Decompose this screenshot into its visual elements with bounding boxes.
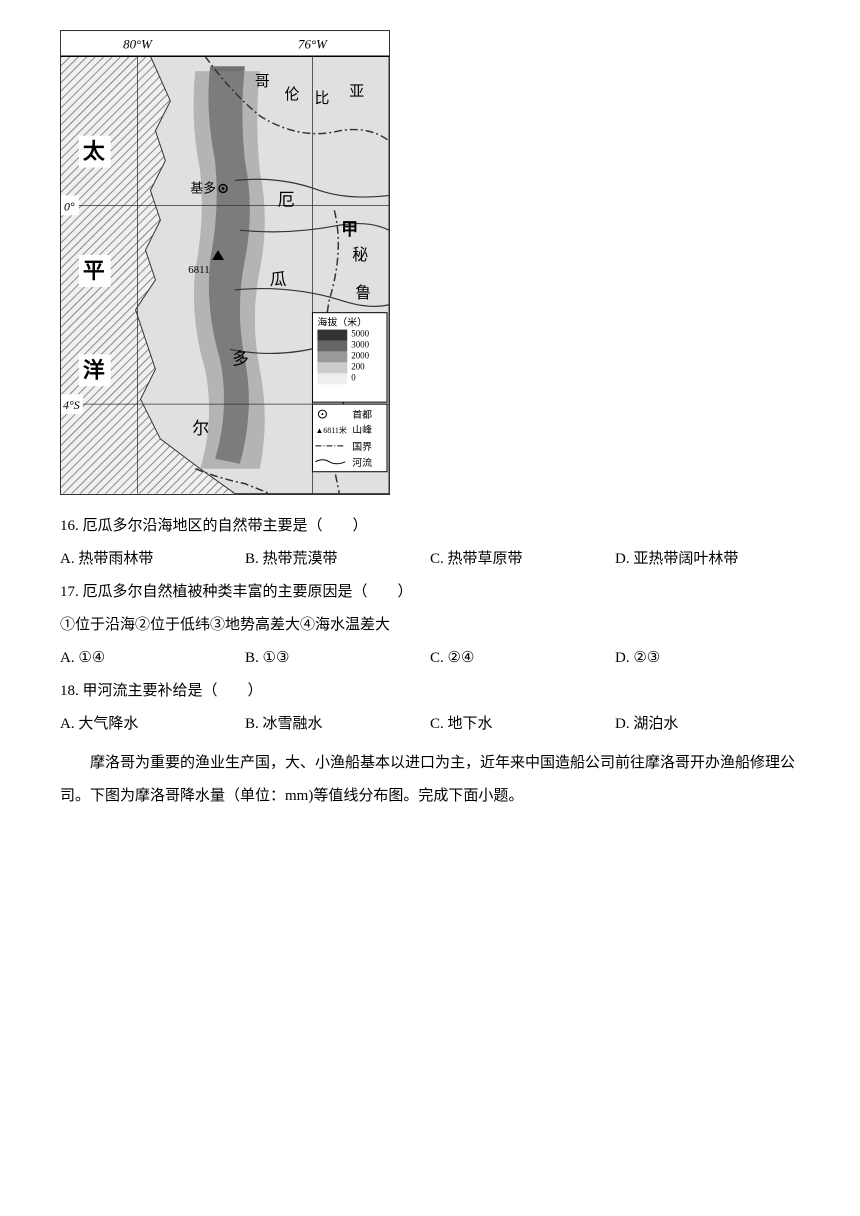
q16-option-d: D. 亚热带阔叶林带 (615, 543, 800, 576)
peak-label: 6811 (188, 264, 209, 276)
legend-title: 海拔（米） (317, 316, 367, 329)
legend-val-1: 3000 (351, 339, 369, 349)
ecuador-char-4: 尔 (192, 419, 209, 438)
legend-peak-sym: ▲6811米 (315, 425, 346, 435)
legend-capital: 首都 (352, 408, 372, 421)
q16-option-c: C. 热带草原带 (430, 543, 615, 576)
latitude-4s: 4°S (63, 398, 80, 412)
q18-option-c: C. 地下水 (430, 708, 615, 741)
q18-option-a: A. 大气降水 (60, 708, 245, 741)
longitude-80w: 80°W (123, 36, 153, 51)
q17-option-b: B. ①③ (245, 642, 430, 675)
longitude-76w: 76°W (298, 36, 328, 51)
q18-number: 18. (60, 683, 79, 699)
q16-number: 16. (60, 518, 79, 534)
question-17: 17. 厄瓜多尔自然植被种类丰富的主要原因是（ ） (60, 576, 800, 609)
q17-options: A. ①④ B. ①③ C. ②④ D. ②③ (60, 642, 800, 675)
colombia-char-3: 比 (314, 90, 329, 107)
map-svg: 80°W 76°W 0° 4°S 太 平 洋 哥 伦 比 亚 厄 瓜 多 尔 秘… (61, 31, 389, 494)
q17-conditions: ①位于沿海②位于低纬③地势高差大④海水温差大 (60, 609, 800, 642)
q16-text: 厄瓜多尔沿海地区的自然带主要是（ ） (83, 518, 368, 534)
question-18: 18. 甲河流主要补给是（ ） (60, 675, 800, 708)
q18-options: A. 大气降水 B. 冰雪融水 C. 地下水 D. 湖泊水 (60, 708, 800, 741)
colombia-char-1: 哥 (255, 74, 270, 90)
ecuador-char-2: 瓜 (270, 270, 287, 289)
legend-val-2: 2000 (351, 350, 369, 360)
colombia-char-2: 伦 (285, 86, 300, 103)
legend-val-3: 200 (351, 361, 365, 371)
legend-peak: 山峰 (352, 424, 372, 436)
ecuador-char-3: 多 (232, 349, 249, 368)
peru-char-2: 鲁 (355, 284, 371, 302)
ocean-char-3: 洋 (83, 357, 105, 382)
peru-char-1: 秘 (352, 246, 368, 264)
q17-option-a: A. ①④ (60, 642, 245, 675)
q17-option-d: D. ②③ (615, 642, 800, 675)
q17-option-c: C. ②④ (430, 642, 615, 675)
legend-river: 河流 (352, 456, 372, 469)
q17-number: 17. (60, 584, 79, 600)
legend-border: 国界 (352, 441, 372, 453)
ecuador-map: 80°W 76°W 0° 4°S 太 平 洋 哥 伦 比 亚 厄 瓜 多 尔 秘… (60, 30, 390, 495)
capital-label: 基多 (190, 180, 216, 195)
colombia-char-4: 亚 (349, 84, 364, 100)
q18-text: 甲河流主要补给是（ ） (83, 683, 263, 699)
q18-option-b: B. 冰雪融水 (245, 708, 430, 741)
question-16: 16. 厄瓜多尔沿海地区的自然带主要是（ ） (60, 510, 800, 543)
q18-option-d: D. 湖泊水 (615, 708, 800, 741)
ocean-char-2: 平 (83, 259, 105, 283)
ocean-char-1: 太 (83, 140, 105, 164)
jia-label: 甲 (341, 220, 358, 239)
q16-option-a: A. 热带雨林带 (60, 543, 245, 576)
q16-option-b: B. 热带荒漠带 (245, 543, 430, 576)
latitude-0: 0° (64, 199, 75, 213)
ecuador-char-1: 厄 (278, 190, 295, 209)
q16-options: A. 热带雨林带 B. 热带荒漠带 C. 热带草原带 D. 亚热带阔叶林带 (60, 543, 800, 576)
legend-val-4: 0 (351, 372, 356, 382)
legend-val-0: 5000 (351, 329, 369, 339)
q17-text: 厄瓜多尔自然植被种类丰富的主要原因是（ ） (83, 584, 413, 600)
context-paragraph: 摩洛哥为重要的渔业生产国，大、小渔船基本以进口为主，近年来中国造船公司前往摩洛哥… (60, 747, 800, 813)
